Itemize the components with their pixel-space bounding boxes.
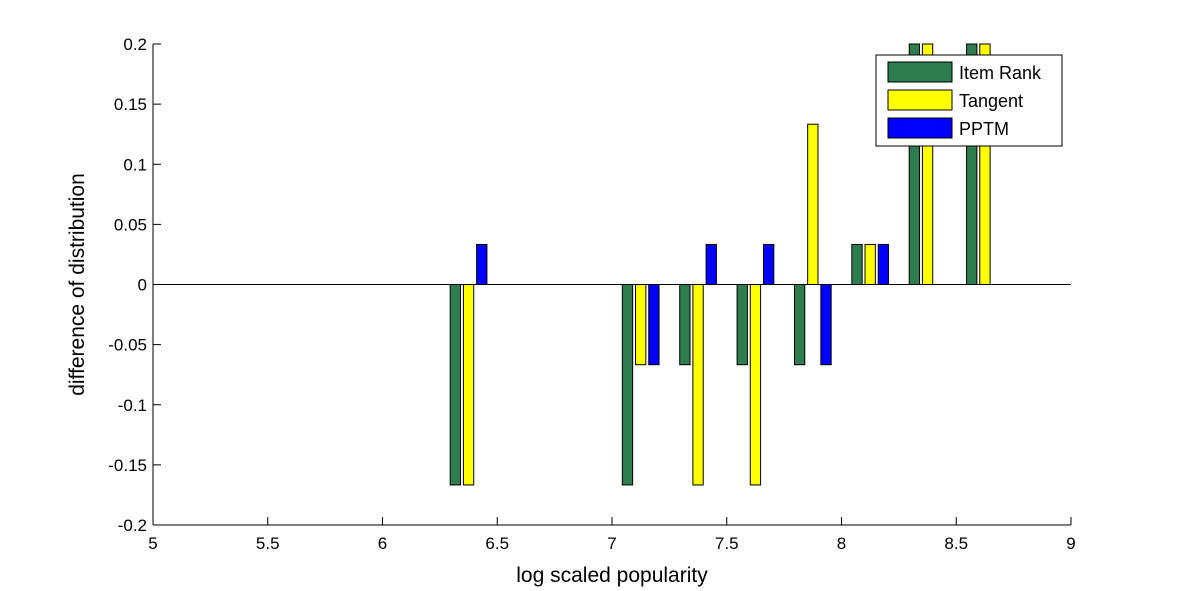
legend-label: Item Rank: [959, 63, 1042, 83]
bar-pptm: [877, 243, 890, 286]
y-tick-label: -0.15: [108, 456, 147, 475]
bar-item-rank: [851, 243, 863, 286]
bar-item-rank: [908, 43, 921, 285]
bar-tangent: [692, 284, 704, 486]
bar-tangent: [864, 243, 876, 286]
bar-pptm: [820, 284, 832, 366]
bar-tangent: [921, 43, 934, 285]
x-tick-label: 7: [607, 534, 616, 553]
x-tick-label: 8.5: [944, 534, 968, 553]
legend-label: PPTM: [959, 119, 1009, 139]
bar-pptm: [476, 243, 488, 286]
legend-label: Tangent: [959, 91, 1023, 111]
y-tick-label: 0.2: [123, 35, 147, 54]
bar-item-rank: [679, 284, 691, 366]
bar-item-rank: [966, 43, 978, 285]
bar-item-rank: [736, 284, 748, 366]
y-tick-label: -0.1: [118, 396, 147, 415]
bar-tangent: [635, 284, 647, 366]
y-tick-label: 0.05: [114, 215, 147, 234]
legend: Item Rank Tangent PPTM: [875, 54, 1063, 147]
bar-pptm: [648, 284, 660, 366]
bar-item-rank: [449, 284, 462, 486]
bar-pptm: [762, 243, 775, 286]
legend-swatch: [887, 117, 953, 139]
y-tick-label: -0.2: [118, 516, 147, 535]
x-tick-label: 7.5: [715, 534, 739, 553]
y-tick-label: 0.1: [123, 155, 147, 174]
bar-tangent: [462, 284, 475, 486]
legend-swatch: [887, 61, 953, 83]
bar-pptm: [705, 243, 717, 286]
bar-item-rank: [621, 284, 634, 486]
x-tick-label: 9: [1066, 534, 1075, 553]
x-tick-label: 6.5: [485, 534, 509, 553]
bar-tangent: [807, 123, 819, 285]
labels: -0.2 -0.15 -0.1 -0.05 0 0.05 0.1 0.15 0.2 5 5.5 6 6.…: [66, 35, 1076, 587]
bars: [449, 43, 991, 486]
bar-tangent: [979, 43, 991, 285]
y-tick-label: 0: [138, 276, 147, 295]
bar-tangent: [749, 284, 762, 486]
x-axis-label: log scaled popularity: [516, 564, 708, 587]
legend-swatch: [887, 89, 953, 111]
y-tick-label: -0.05: [108, 336, 147, 355]
y-tick-label: 0.15: [114, 95, 147, 114]
x-tick-label: 5.5: [256, 534, 280, 553]
x-tick-label: 8: [837, 534, 846, 553]
bar-item-rank: [793, 284, 806, 366]
x-tick-label: 5: [148, 534, 157, 553]
x-tick-label: 6: [378, 534, 387, 553]
y-axis-label: difference of distribution: [66, 173, 89, 396]
